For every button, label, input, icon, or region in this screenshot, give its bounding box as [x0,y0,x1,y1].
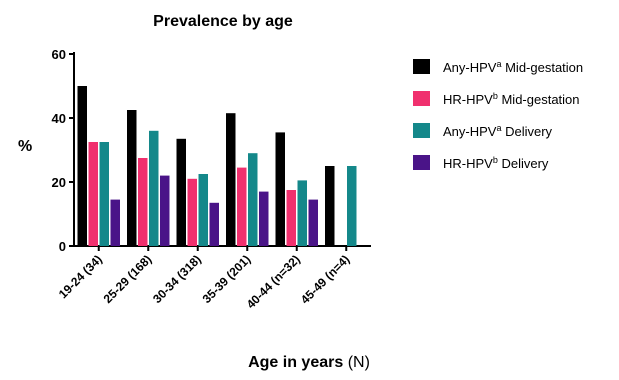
y-tick-label: 0 [59,239,66,254]
x-tick-label: 25-29 (168) [101,252,155,306]
bar [149,130,159,246]
legend-swatch [413,155,430,170]
bar [248,153,258,246]
bar [286,190,296,246]
x-tick-label: 30-34 (318) [150,252,204,306]
x-tick-labels: 19-24 (34)25-29 (168)30-34 (318)35-39 (2… [56,252,353,311]
legend-label: HR-HPVb Mid-gestation [443,91,580,107]
bar [187,178,197,246]
legend-swatch [413,59,430,74]
bar [297,180,307,246]
chart-title: Prevalence by age [153,13,293,30]
y-axis-label: % [18,138,32,155]
bar [127,110,137,246]
legend-swatch [413,123,430,138]
legend-label: HR-HPVb Delivery [443,155,549,171]
y-tick-label: 20 [52,175,66,190]
bar [138,158,148,246]
bar [308,199,318,246]
x-tick-label: 40-44 (n=32) [244,252,303,311]
legend-label: Any-HPVa Mid-gestation [443,59,583,75]
bar [275,132,285,246]
legend-label: Any-HPVa Delivery [443,123,553,139]
bar [77,86,87,246]
bar [209,202,219,246]
bar [99,142,109,246]
x-tick-label: 19-24 (34) [56,252,105,301]
x-axis-label: Age in years (N) [248,354,370,371]
x-axis-label-unit: (N) [343,354,370,371]
y-tick-label: 40 [52,111,66,126]
x-axis-label-main: Age in years [248,354,343,371]
bar [176,138,186,246]
bar [237,167,247,246]
bar [88,142,98,246]
bar [198,174,208,246]
x-tick-label: 45-49 (n=4) [298,252,352,306]
bar [160,175,170,246]
bar [226,113,236,246]
axes: 0 20 40 60 [52,47,371,254]
bar [110,199,120,246]
bars [77,86,357,246]
legend: Any-HPVa Mid-gestation HR-HPVb Mid-gestat… [413,59,583,171]
x-tick-label: 35-39 (201) [200,252,254,306]
bar [325,166,335,246]
legend-swatch [413,91,430,106]
y-tick-label: 60 [52,47,66,62]
bar [259,191,269,246]
bar [347,166,357,246]
